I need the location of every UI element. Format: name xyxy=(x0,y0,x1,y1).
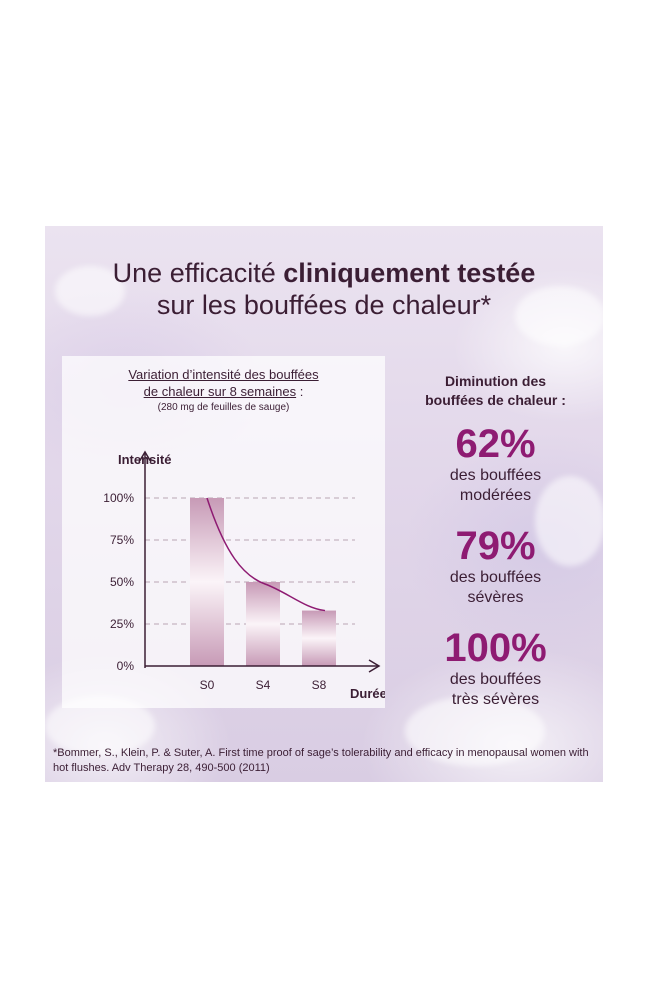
bar-chart: 100% 75% 50% 25% 0% S0 S4 S8 Intensité Durée xyxy=(103,450,385,701)
blossom-decoration xyxy=(515,286,603,346)
x-tick-label: S4 xyxy=(256,678,271,692)
y-axis-arrow xyxy=(138,450,152,463)
y-tick-label: 25% xyxy=(110,617,134,631)
headline-line-2: sur les bouffées de chaleur* xyxy=(156,290,492,320)
stat-label: très sévères xyxy=(451,691,540,708)
y-tick-label: 50% xyxy=(110,575,134,589)
bars xyxy=(190,498,336,666)
trend-curve xyxy=(206,497,326,612)
chart-subtitle: (280 mg de feuilles de sauge) xyxy=(157,402,290,413)
x-tick-label: S0 xyxy=(200,678,215,692)
footnote-citation: *Bommer, S., Klein, P. & Suter, A. First… xyxy=(53,747,589,774)
x-tick-labels: S0 S4 S8 xyxy=(200,678,327,692)
stat-label: des bouffées xyxy=(449,671,542,688)
bar-s8 xyxy=(302,610,336,666)
blossom-decoration xyxy=(55,266,125,316)
stat-moderate: 62% des bouffées modérées xyxy=(398,422,593,506)
y-axis-label: Intensité xyxy=(118,452,171,467)
stat-severe: 79% des bouffées sévères xyxy=(398,524,593,608)
chart-title: Variation d’intensité des bouffées de ch… xyxy=(128,367,319,399)
y-tick-label: 100% xyxy=(103,491,134,505)
axes xyxy=(138,450,381,673)
stat-value: 62% xyxy=(455,422,536,466)
x-axis-arrow xyxy=(368,659,381,673)
stat-label: modérées xyxy=(459,487,532,504)
stat-very-severe: 100% des bouffées très sévères xyxy=(398,626,593,710)
y-tick-labels: 100% 75% 50% 25% 0% xyxy=(103,491,134,673)
chart-card: Variation d’intensité des bouffées de ch… xyxy=(62,356,385,708)
stat-label: sévères xyxy=(467,589,524,606)
y-tick-label: 75% xyxy=(110,533,134,547)
infographic-panel: Une efficacité cliniquement testée sur l… xyxy=(45,226,603,782)
stat-label: des bouffées xyxy=(449,569,542,586)
headline-line-1: Une efficacité cliniquement testée xyxy=(112,258,536,288)
bar-s0 xyxy=(190,498,224,666)
stat-value: 100% xyxy=(444,626,547,670)
bar-s4 xyxy=(246,582,280,666)
blossom-decoration xyxy=(535,476,603,566)
reduction-heading: Diminution des bouffées de chaleur : xyxy=(425,373,566,408)
stat-value: 79% xyxy=(455,524,536,568)
x-tick-label: S8 xyxy=(312,678,327,692)
x-axis-label: Durée xyxy=(350,686,385,701)
y-tick-label: 0% xyxy=(117,659,135,673)
blossom-decoration xyxy=(405,696,545,766)
stat-label: des bouffées xyxy=(449,467,542,484)
